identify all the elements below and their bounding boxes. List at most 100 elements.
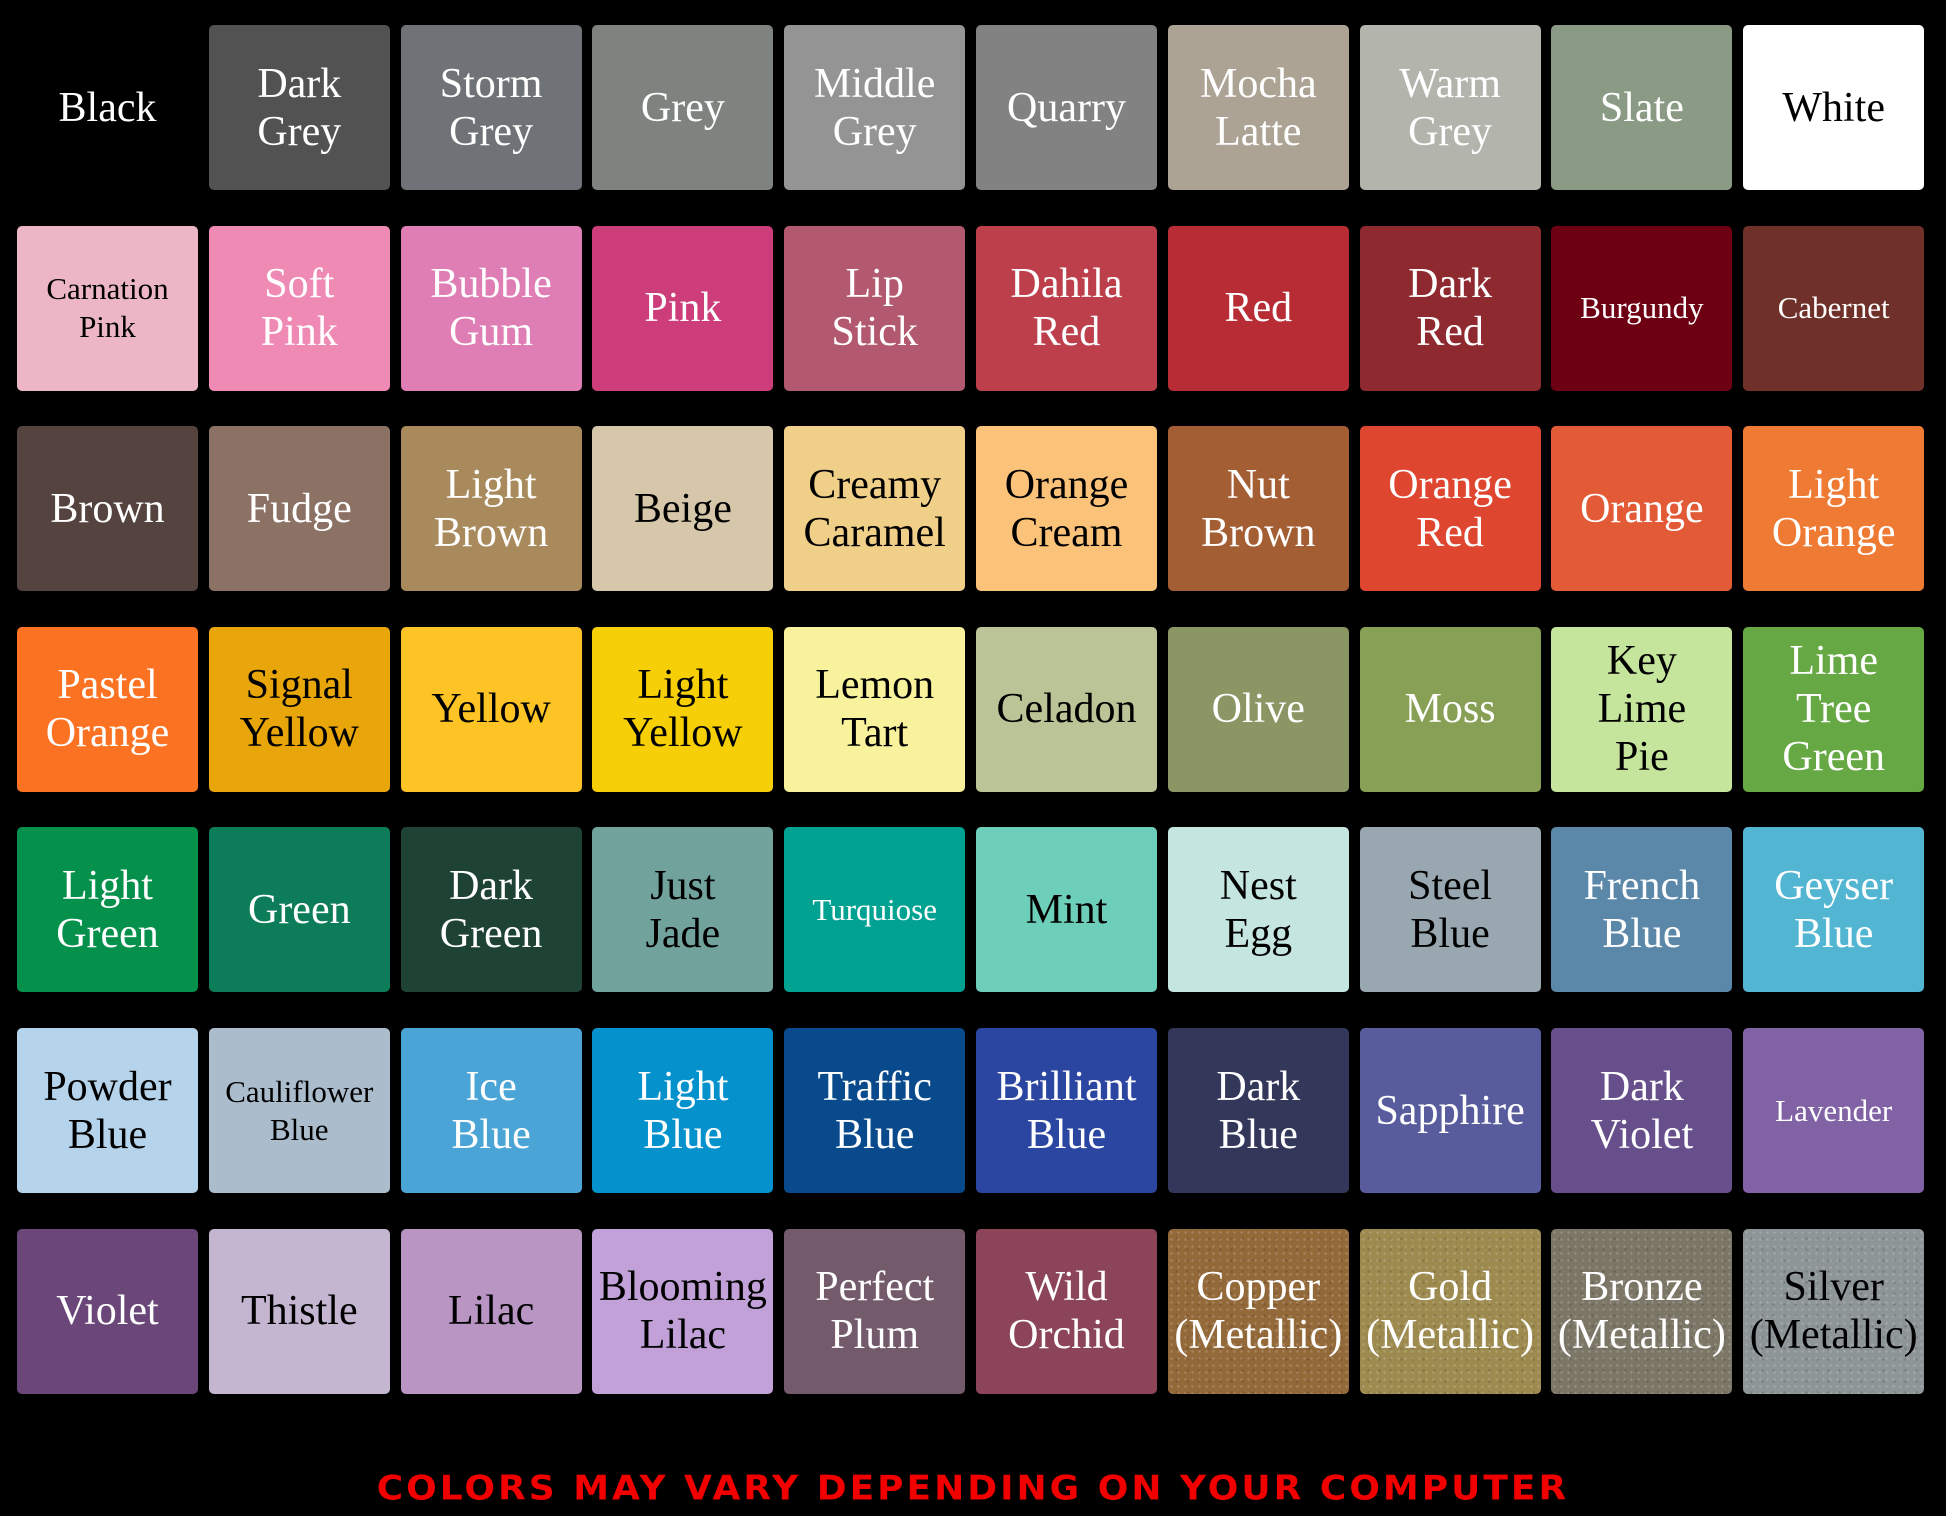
color-swatch: Wild Orchid [976,1228,1157,1394]
color-swatch: Gold (Metallic) [1359,1228,1541,1394]
color-swatch: Grey [592,25,774,190]
color-swatch: Brilliant Blue [976,1028,1157,1193]
swatch-label: Light Brown [433,461,549,556]
swatch-label: Thistle [240,1288,358,1335]
swatch-label: Dark Grey [257,60,342,155]
color-swatch: Quarry [976,25,1157,190]
swatch-label: Green [247,886,351,933]
swatch-label: Fudge [246,485,352,532]
color-swatch: Light Green [17,827,198,993]
swatch-label: Mint [1025,886,1108,933]
swatch-label: Key Lime Pie [1597,638,1687,781]
swatch-label: Lip Stick [831,261,918,356]
color-swatch: Dark Red [1359,225,1541,391]
swatch-label: Grey [640,84,725,131]
color-swatch: Cabernet [1743,225,1925,391]
color-swatch: Nest Egg [1167,827,1349,993]
color-swatch: Beige [592,426,774,592]
swatch-label: Violet [56,1288,159,1335]
swatch-label: Lavender [1775,1092,1893,1128]
swatch-label: Storm Grey [439,60,543,155]
swatch-label: Warm Grey [1399,60,1501,155]
color-swatch: Lip Stick [784,225,966,391]
color-swatch: Carnation Pink [17,225,198,391]
swatch-label: Red [1224,285,1293,332]
color-swatch: Middle Grey [784,25,966,190]
swatch-label: Orange [1580,485,1704,532]
color-swatch: Mocha Latte [1167,25,1349,190]
color-swatch: Olive [1167,626,1349,792]
swatch-label: Olive [1211,686,1305,733]
color-swatch: Signal Yellow [208,626,390,792]
color-swatch: Lavender [1743,1028,1925,1193]
color-swatch: Turquiose [784,827,966,993]
color-swatch: Lilac [400,1228,582,1394]
swatch-label: Lilac [447,1288,535,1335]
swatch-label: Pastel Orange [45,662,170,757]
color-swatch: Perfect Plum [784,1228,966,1394]
color-swatch: Dahila Red [976,225,1157,391]
color-swatch: Fudge [208,426,390,592]
color-swatch: Silver (Metallic) [1743,1228,1925,1394]
color-swatch: Storm Grey [400,25,582,190]
color-swatch: Blooming Lilac [592,1228,774,1394]
color-swatch: Warm Grey [1359,25,1541,190]
color-swatch: Burgundy [1551,225,1733,391]
swatch-label: Sapphire [1375,1087,1525,1134]
color-swatch: Just Jade [592,827,774,993]
color-swatch: Brown [17,426,198,592]
color-swatch: Steel Blue [1359,827,1541,993]
swatch-label: Quarry [1007,84,1126,131]
color-swatch: Orange Cream [976,426,1157,592]
color-swatch: Mint [976,827,1157,993]
color-swatch: Lemon Tart [784,626,966,792]
color-swatch: Dark Violet [1551,1028,1733,1193]
swatch-label: Middle Grey [814,60,936,155]
swatch-label: Bubble Gum [430,261,552,356]
swatch-label: Creamy Caramel [803,461,946,556]
swatch-label: Turquiose [812,891,937,927]
swatch-label: Dark Green [439,862,543,957]
swatch-label: Nut Brown [1201,461,1316,556]
swatch-label: Brown [50,485,165,532]
color-swatch: Moss [1359,626,1541,792]
swatch-label: Black [58,84,157,131]
swatch-label: Light Green [56,862,159,957]
swatch-label: Lemon Tart [815,662,935,757]
color-swatch: Black [17,25,198,190]
swatch-label: Steel Blue [1408,862,1493,957]
swatch-label: Soft Pink [260,261,338,356]
disclaimer-footer: COLORS MAY VARY DEPENDING ON YOUR COMPUT… [376,1469,1570,1508]
color-swatch: Soft Pink [208,225,390,391]
color-swatch: Light Orange [1743,426,1925,592]
color-swatch: Orange Red [1359,426,1541,592]
swatch-label: Dahila Red [1010,261,1123,356]
color-swatch: Geyser Blue [1743,827,1925,993]
swatch-label: Slate [1599,84,1684,131]
swatch-label: Blooming Lilac [598,1264,767,1359]
swatch-label: Powder Blue [43,1063,172,1158]
swatch-label: Cabernet [1777,290,1890,326]
swatch-label: Mocha Latte [1199,60,1317,155]
color-swatch: Ice Blue [400,1028,582,1193]
color-swatch: Dark Green [400,827,582,993]
color-swatch: Thistle [208,1228,390,1394]
color-swatch: Violet [17,1228,198,1394]
swatch-label: Ice Blue [451,1063,531,1158]
swatch-label: White [1782,84,1885,131]
color-swatch: Bronze (Metallic) [1551,1228,1733,1394]
swatch-label: Beige [633,485,732,532]
swatch-label: Moss [1404,686,1496,733]
color-swatch: Cauliflower Blue [208,1028,390,1193]
color-swatch: Creamy Caramel [784,426,966,592]
swatch-label: Brilliant Blue [996,1063,1137,1158]
swatch-label: Light Blue [637,1063,729,1158]
color-swatch: Pink [592,225,774,391]
swatch-label: Silver (Metallic) [1749,1264,1918,1359]
swatch-label: Bronze (Metallic) [1557,1264,1726,1359]
swatch-label: Orange Red [1388,461,1512,556]
color-swatch: Sapphire [1359,1028,1541,1193]
swatch-label: Light Yellow [623,662,743,757]
swatch-label: Celadon [996,686,1137,733]
color-swatch: Traffic Blue [784,1028,966,1193]
